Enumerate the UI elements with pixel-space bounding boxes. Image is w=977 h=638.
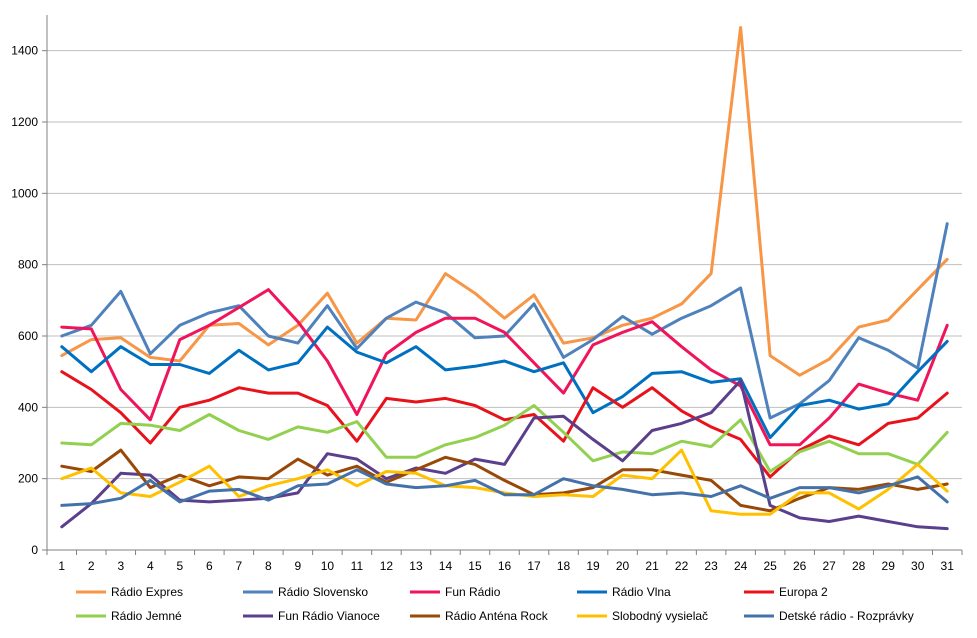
x-tick-label: 19 xyxy=(586,559,600,573)
x-tick-label: 30 xyxy=(911,559,925,573)
x-tick-label: 18 xyxy=(557,559,571,573)
y-tick-label: 800 xyxy=(18,258,38,272)
legend-label: Rádio Slovensko xyxy=(278,585,368,599)
x-tick-label: 28 xyxy=(852,559,866,573)
legend-label: Fun Rádio xyxy=(445,585,501,599)
x-tick-label: 31 xyxy=(941,559,955,573)
gridlines xyxy=(47,50,962,480)
x-tick-label: 5 xyxy=(176,559,183,573)
x-tick-label: 9 xyxy=(295,559,302,573)
legend-label: Europa 2 xyxy=(779,585,828,599)
legend: Rádio Expres Rádio Slovensko Fun Rádio Rádi… xyxy=(76,585,914,623)
series-line-9 xyxy=(60,468,949,507)
series-line-2 xyxy=(60,288,949,447)
series-line-4 xyxy=(60,370,949,479)
x-tick-label: 29 xyxy=(882,559,896,573)
y-axis: 0 200 400 600 800 1000 1200 1400 xyxy=(11,15,48,557)
series-line-7 xyxy=(60,448,949,513)
x-tick-label: 25 xyxy=(763,559,777,573)
series-line-8 xyxy=(60,448,949,516)
series-line-3 xyxy=(60,325,949,440)
x-tick-label: 17 xyxy=(527,559,541,573)
x-tick-label: 26 xyxy=(793,559,807,573)
x-tick-label: 6 xyxy=(206,559,213,573)
x-tick-label: 10 xyxy=(321,559,335,573)
x-tick-label: 2 xyxy=(88,559,95,573)
x-tick-label: 4 xyxy=(147,559,154,573)
x-tick-label: 20 xyxy=(616,559,630,573)
y-tick-label: 1000 xyxy=(11,186,38,200)
x-tick-label: 23 xyxy=(704,559,718,573)
legend-label: Fun Rádio Vianoce xyxy=(278,609,380,623)
series-line-6 xyxy=(60,379,949,531)
x-tick-label: 14 xyxy=(439,559,453,573)
x-tick-label: 8 xyxy=(265,559,272,573)
x-tick-label: 15 xyxy=(468,559,482,573)
x-tick-label: 24 xyxy=(734,559,748,573)
x-tick-label: 3 xyxy=(117,559,124,573)
x-tick-label: 7 xyxy=(236,559,243,573)
series-line-1 xyxy=(60,222,949,420)
y-tick-label: 200 xyxy=(18,472,38,486)
y-tick-label: 1200 xyxy=(11,115,38,129)
x-tick-label: 12 xyxy=(380,559,394,573)
x-tick-label: 13 xyxy=(409,559,423,573)
series-line-0 xyxy=(60,26,949,377)
legend-label: Rádio Jemné xyxy=(111,609,182,623)
legend-label: Rádio Vlna xyxy=(612,585,671,599)
legend-label: Detské rádio - Rozprávky xyxy=(779,609,914,623)
x-tick-label: 11 xyxy=(351,559,364,573)
y-tick-label: 1400 xyxy=(11,44,38,58)
legend-label: Rádio Expres xyxy=(111,585,183,599)
y-tick-label: 600 xyxy=(18,329,38,343)
legend-label: Rádio Anténa Rock xyxy=(445,609,549,623)
series-line-5 xyxy=(60,404,949,473)
x-tick-label: 22 xyxy=(675,559,689,573)
x-tick-label: 27 xyxy=(822,559,836,573)
x-tick-label: 16 xyxy=(498,559,512,573)
legend-label: Slobodný vysielač xyxy=(612,609,708,623)
series-lines xyxy=(60,26,949,531)
x-axis: 1 2 3 4 5 6 7 8 9 10 11 12 13 14 15 16 17 18 19 20 21 22 23 24 2… xyxy=(46,549,963,573)
y-tick-label: 400 xyxy=(18,400,38,414)
y-tick-label: 0 xyxy=(31,543,38,557)
x-tick-label: 1 xyxy=(58,559,65,573)
x-tick-label: 21 xyxy=(645,559,659,573)
